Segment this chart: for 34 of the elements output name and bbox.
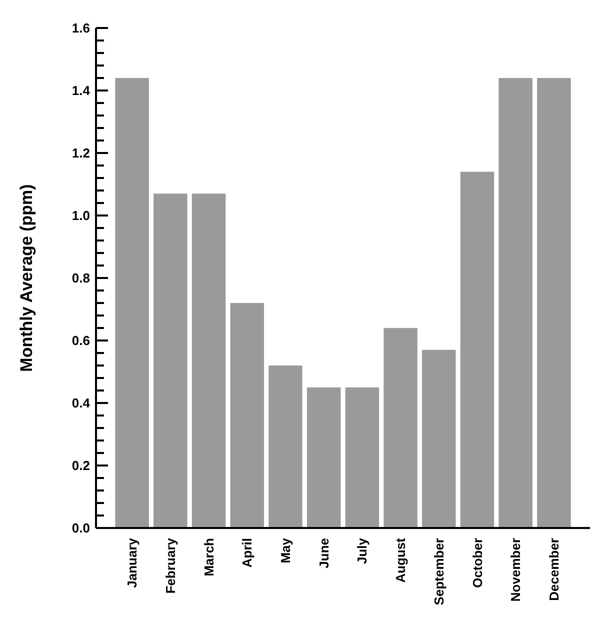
y-tick-label: 1.6 bbox=[72, 20, 90, 36]
x-tick-label: September bbox=[431, 538, 446, 606]
bar bbox=[115, 78, 149, 528]
y-axis-title: Monthly Average (ppm) bbox=[17, 184, 36, 372]
x-tick-label: December bbox=[546, 538, 562, 601]
x-tick-label: November bbox=[508, 538, 524, 602]
x-tick-label: February bbox=[162, 537, 178, 594]
x-tick-label: August bbox=[393, 537, 408, 583]
bar bbox=[306, 387, 341, 528]
bar bbox=[192, 194, 226, 528]
y-tick-label: 0.4 bbox=[72, 396, 91, 411]
bar bbox=[460, 172, 494, 528]
bar bbox=[422, 350, 456, 528]
bar bbox=[345, 387, 380, 528]
bar bbox=[498, 78, 532, 528]
y-tick-label: 0.6 bbox=[72, 333, 90, 348]
x-tick-label: March bbox=[201, 538, 216, 576]
x-tick-label: July bbox=[354, 537, 370, 564]
x-tick-label: January bbox=[124, 537, 140, 588]
x-tick-label: October bbox=[470, 538, 485, 588]
y-tick-label: 1.2 bbox=[72, 146, 90, 161]
y-tick-label: 1.4 bbox=[72, 83, 91, 98]
x-tick-label: April bbox=[240, 538, 255, 568]
bar bbox=[230, 303, 264, 528]
bar bbox=[537, 78, 571, 528]
y-tick-label: 0.2 bbox=[72, 458, 90, 474]
x-tick-label: June bbox=[316, 538, 332, 568]
y-tick-label: 1.0 bbox=[72, 208, 90, 224]
bar bbox=[268, 366, 302, 528]
bar bbox=[384, 328, 418, 528]
y-tick-label: 0.0 bbox=[72, 520, 90, 536]
x-tick-label: May bbox=[278, 537, 294, 564]
bar bbox=[154, 194, 188, 528]
y-tick-label: 0.8 bbox=[72, 270, 90, 286]
